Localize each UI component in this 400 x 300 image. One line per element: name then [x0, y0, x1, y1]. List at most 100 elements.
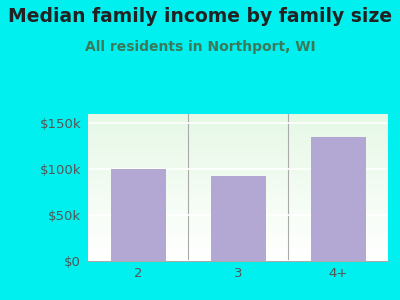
Bar — [88, 152, 388, 154]
Text: Median family income by family size: Median family income by family size — [8, 8, 392, 26]
Bar — [88, 136, 388, 137]
Bar — [88, 215, 388, 217]
Bar — [88, 122, 388, 123]
Bar — [88, 158, 388, 160]
Bar — [88, 154, 388, 155]
Bar — [88, 183, 388, 184]
Bar — [88, 171, 388, 173]
Bar — [88, 140, 388, 142]
Bar — [88, 116, 388, 117]
Bar — [88, 220, 388, 221]
Bar — [88, 227, 388, 229]
Bar — [88, 249, 388, 251]
Bar — [88, 161, 388, 163]
Bar — [88, 252, 388, 253]
Bar — [88, 182, 388, 183]
Bar — [88, 179, 388, 180]
Bar — [88, 167, 388, 168]
Bar — [88, 160, 388, 161]
Bar — [88, 208, 388, 209]
Bar — [88, 146, 388, 148]
Bar — [88, 177, 388, 179]
Bar — [88, 170, 388, 171]
Bar — [88, 166, 388, 167]
Bar — [88, 118, 388, 120]
Bar — [88, 157, 388, 158]
Bar — [88, 173, 388, 174]
Bar — [88, 129, 388, 130]
Bar — [88, 258, 388, 260]
Bar — [88, 117, 388, 118]
Bar — [88, 246, 388, 248]
Bar — [88, 243, 388, 245]
Bar — [88, 130, 388, 132]
Bar — [88, 163, 388, 164]
Bar — [88, 189, 388, 190]
Bar — [88, 174, 388, 176]
Bar — [88, 188, 388, 189]
Bar — [88, 224, 388, 226]
Bar — [88, 242, 388, 243]
Bar — [88, 230, 388, 232]
Bar — [88, 233, 388, 235]
Bar — [88, 245, 388, 246]
Bar — [88, 256, 388, 258]
Bar — [88, 205, 388, 207]
Bar — [88, 149, 388, 151]
Bar — [88, 196, 388, 198]
Bar — [88, 195, 388, 196]
Bar — [88, 142, 388, 143]
Bar — [88, 168, 388, 170]
Bar — [110, 169, 166, 261]
Bar — [88, 133, 388, 135]
Bar — [88, 260, 388, 261]
Bar — [88, 221, 388, 223]
Bar — [88, 201, 388, 202]
Text: All residents in Northport, WI: All residents in Northport, WI — [85, 40, 315, 55]
Bar — [88, 212, 388, 214]
Bar — [88, 186, 388, 188]
Bar — [88, 217, 388, 218]
Bar — [88, 127, 388, 129]
Bar — [88, 223, 388, 224]
Bar — [88, 218, 388, 220]
Bar — [88, 198, 388, 199]
Bar — [88, 126, 388, 127]
Bar — [88, 199, 388, 201]
Bar — [88, 143, 388, 145]
Bar — [88, 132, 388, 133]
Bar — [88, 251, 388, 252]
Bar — [210, 176, 266, 261]
Bar — [88, 235, 388, 236]
Bar — [88, 236, 388, 238]
Bar — [310, 137, 366, 261]
Bar — [88, 254, 388, 255]
Bar — [88, 148, 388, 149]
Bar — [88, 124, 388, 126]
Bar — [88, 155, 388, 157]
Bar — [88, 248, 388, 249]
Bar — [88, 145, 388, 146]
Bar — [88, 114, 388, 116]
Bar — [88, 214, 388, 215]
Bar — [88, 176, 388, 177]
Bar — [88, 120, 388, 121]
Bar — [88, 192, 388, 194]
Bar — [88, 238, 388, 239]
Bar — [88, 135, 388, 136]
Bar — [88, 229, 388, 230]
Bar — [88, 255, 388, 256]
Bar — [88, 180, 388, 182]
Bar — [88, 123, 388, 124]
Bar — [88, 232, 388, 233]
Bar — [88, 211, 388, 212]
Bar — [88, 226, 388, 227]
Bar — [88, 240, 388, 242]
Bar — [88, 137, 388, 139]
Bar — [88, 139, 388, 140]
Bar — [88, 202, 388, 204]
Bar — [88, 207, 388, 208]
Bar — [88, 164, 388, 165]
Bar — [88, 190, 388, 192]
Bar — [88, 184, 388, 186]
